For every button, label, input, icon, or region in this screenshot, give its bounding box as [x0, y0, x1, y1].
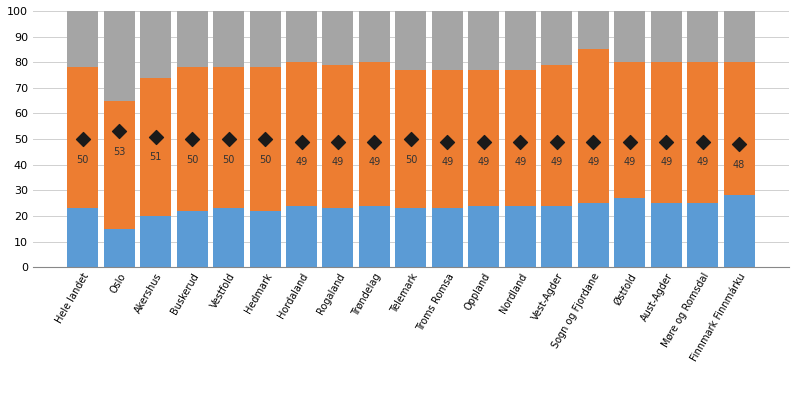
Bar	[687, 62, 718, 203]
Text: 50: 50	[404, 154, 417, 165]
Bar	[103, 11, 135, 101]
Text: 51: 51	[150, 152, 162, 162]
Text: 53: 53	[113, 147, 125, 157]
Bar	[67, 67, 98, 208]
Point	[368, 138, 380, 145]
Bar	[140, 216, 171, 267]
Point	[76, 136, 89, 142]
Point	[222, 136, 235, 142]
Bar	[286, 62, 317, 206]
Text: 49: 49	[478, 157, 490, 167]
Bar	[505, 206, 536, 267]
Bar	[359, 206, 390, 267]
Bar	[615, 11, 646, 62]
Point	[587, 138, 599, 145]
Bar	[687, 11, 718, 62]
Point	[733, 141, 746, 147]
Bar	[359, 11, 390, 62]
Bar	[541, 65, 572, 206]
Bar	[249, 67, 280, 211]
Bar	[724, 11, 755, 62]
Text: 49: 49	[696, 157, 708, 167]
Point	[150, 133, 162, 140]
Text: 49: 49	[295, 157, 307, 167]
Point	[332, 138, 345, 145]
Text: 50: 50	[76, 154, 89, 165]
Bar	[213, 67, 244, 208]
Point	[259, 136, 271, 142]
Bar	[286, 11, 317, 62]
Bar	[432, 70, 463, 208]
Point	[551, 138, 564, 145]
Bar	[396, 70, 427, 208]
Bar	[541, 206, 572, 267]
Bar	[213, 11, 244, 67]
Bar	[213, 208, 244, 267]
Point	[295, 138, 308, 145]
Bar	[468, 70, 499, 206]
Text: 50: 50	[222, 154, 235, 165]
Text: 49: 49	[587, 157, 599, 167]
Text: 50: 50	[186, 154, 198, 165]
Point	[514, 138, 527, 145]
Point	[623, 138, 636, 145]
Bar	[67, 11, 98, 67]
Bar	[140, 11, 171, 77]
Bar	[468, 206, 499, 267]
Bar	[505, 11, 536, 70]
Bar	[578, 203, 609, 267]
Bar	[177, 67, 208, 211]
Bar	[651, 62, 681, 203]
Point	[404, 136, 417, 142]
Bar	[651, 11, 681, 62]
Text: 50: 50	[259, 154, 271, 165]
Bar	[322, 65, 353, 208]
Bar	[724, 195, 755, 267]
Bar	[541, 11, 572, 65]
Bar	[140, 77, 171, 216]
Bar	[687, 203, 718, 267]
Bar	[322, 208, 353, 267]
Point	[660, 138, 673, 145]
Bar	[359, 62, 390, 206]
Text: 49: 49	[441, 157, 454, 167]
Bar	[249, 211, 280, 267]
Bar	[615, 62, 646, 198]
Text: 49: 49	[551, 157, 563, 167]
Bar	[578, 11, 609, 50]
Bar	[468, 11, 499, 70]
Point	[696, 138, 709, 145]
Bar	[505, 70, 536, 206]
Bar	[322, 11, 353, 65]
Bar	[651, 203, 681, 267]
Bar	[578, 50, 609, 203]
Bar	[615, 198, 646, 267]
Point	[185, 136, 198, 142]
Point	[113, 128, 126, 134]
Bar	[432, 208, 463, 267]
Bar	[103, 101, 135, 229]
Bar	[724, 62, 755, 195]
Point	[441, 138, 454, 145]
Text: 49: 49	[369, 157, 380, 167]
Point	[478, 138, 490, 145]
Text: 49: 49	[623, 157, 636, 167]
Text: 49: 49	[332, 157, 344, 167]
Bar	[177, 11, 208, 67]
Bar	[396, 11, 427, 70]
Text: 48: 48	[733, 160, 745, 170]
Text: 49: 49	[514, 157, 526, 167]
Text: 49: 49	[660, 157, 673, 167]
Bar	[67, 208, 98, 267]
Bar	[396, 208, 427, 267]
Bar	[432, 11, 463, 70]
Bar	[177, 211, 208, 267]
Bar	[103, 229, 135, 267]
Bar	[286, 206, 317, 267]
Bar	[249, 11, 280, 67]
